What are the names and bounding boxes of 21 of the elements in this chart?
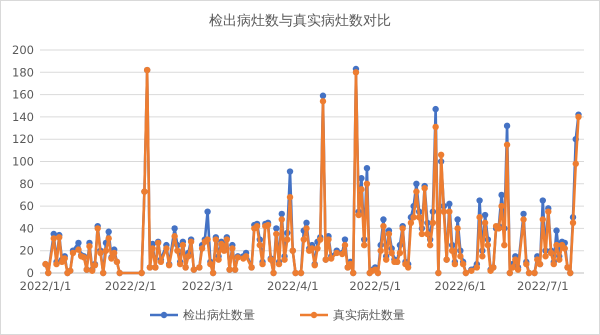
y-tick-label: 160 bbox=[12, 88, 34, 102]
x-tick-label: 2022/2/1 bbox=[104, 279, 156, 293]
legend-label: 真实病灶数量 bbox=[333, 308, 405, 322]
chart-title: 检出病灶数与真实病灶数对比 bbox=[209, 13, 391, 29]
x-tick-label: 2022/3/1 bbox=[182, 279, 234, 293]
y-tick-label: 180 bbox=[12, 65, 34, 80]
y-tick-label: 60 bbox=[19, 199, 34, 214]
x-tick-label: 2022/5/1 bbox=[349, 279, 402, 293]
x-tick-label: 2022/4/1 bbox=[266, 279, 319, 293]
y-tick-label: 80 bbox=[19, 176, 34, 191]
y-tick-label: 200 bbox=[12, 43, 34, 58]
y-tick-label: 120 bbox=[12, 132, 34, 146]
y-tick-label: 100 bbox=[12, 154, 34, 169]
x-tick-label: 2022/6/1 bbox=[434, 279, 486, 293]
y-tick-label: 20 bbox=[19, 244, 34, 258]
legend-label: 检出病灶数量 bbox=[183, 308, 255, 322]
y-tick-label: 140 bbox=[12, 110, 34, 124]
x-tick-label: 2022/7/1 bbox=[516, 279, 569, 293]
x-tick-label: 2022/1/1 bbox=[20, 279, 72, 293]
y-tick-label: 40 bbox=[19, 221, 34, 236]
y-tick-label: 0 bbox=[26, 266, 34, 280]
